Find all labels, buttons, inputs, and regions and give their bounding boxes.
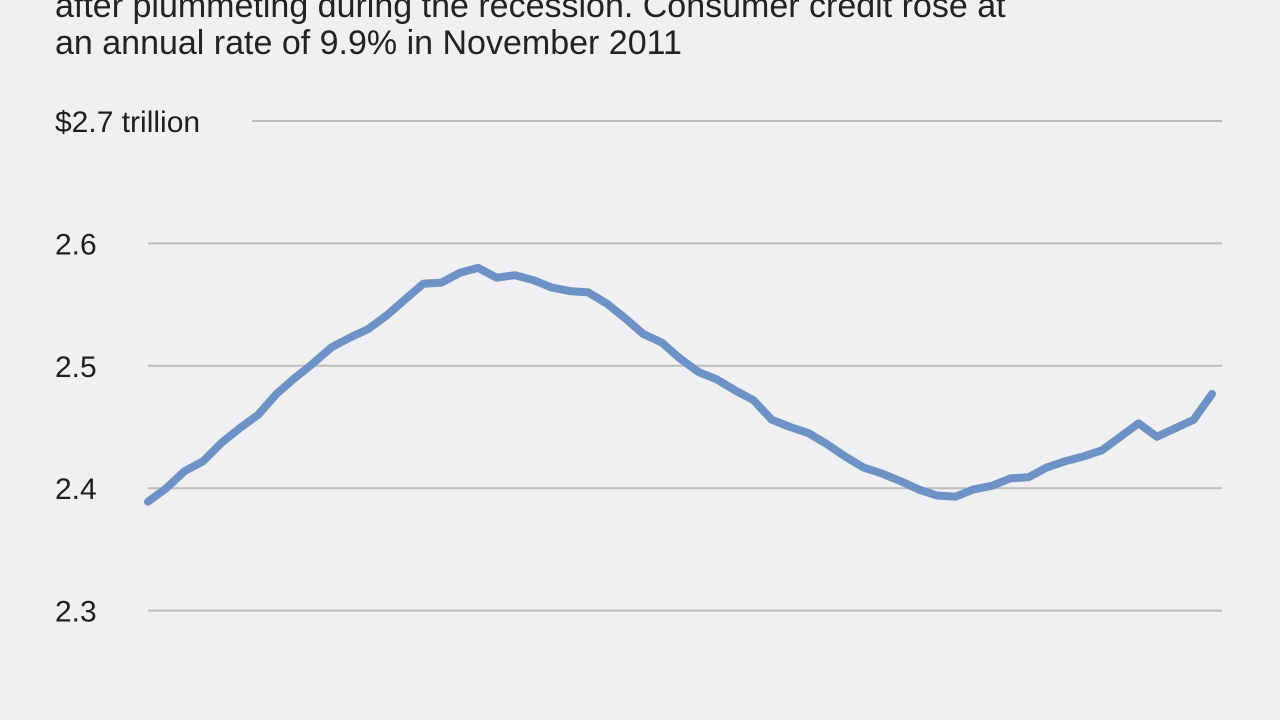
series-line: [144, 263, 1216, 506]
y-axis-tick-labels: $2.7 trillion 2.6 2.5 2.4 2.3 2.2: [55, 106, 200, 720]
y-tick-label: 2.4: [55, 473, 97, 506]
series-layer: [144, 263, 1216, 506]
chart-subtitle: after plummeting during the recession. C…: [55, 0, 1255, 62]
gridlines: [148, 120, 1222, 612]
y-tick-label: 2.3: [55, 596, 97, 629]
subtitle-line-2: an annual rate of 9.9% in November 2011: [55, 24, 682, 62]
subtitle-line-1: after plummeting during the recession. C…: [55, 0, 1006, 25]
y-tick-label: 2.2: [55, 718, 97, 720]
y-tick-label: 2.5: [55, 351, 97, 384]
y-tick-label: $2.7 trillion: [55, 106, 200, 139]
y-tick-label: 2.6: [55, 228, 97, 261]
